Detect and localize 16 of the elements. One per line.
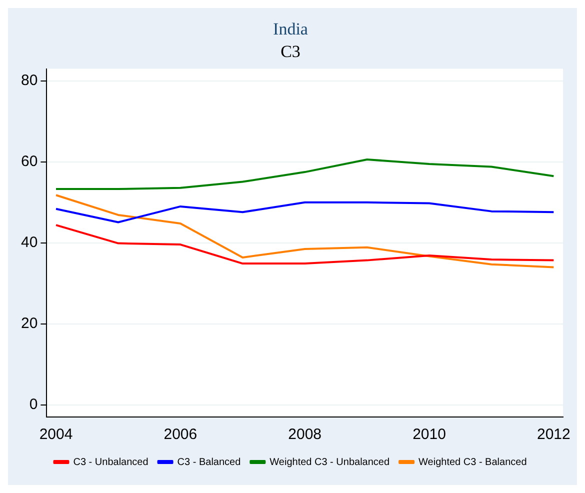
y-tick-label: 80 [20, 72, 38, 90]
legend-label: Weighted C3 - Balanced [418, 456, 527, 468]
y-tick-label: 40 [20, 234, 38, 252]
x-tick-label: 2008 [288, 426, 322, 444]
x-tick-label: 2010 [412, 426, 446, 444]
x-tick-label: 2012 [536, 426, 570, 444]
legend-label: C3 - Unbalanced [73, 456, 148, 468]
x-tick-label: 2004 [39, 426, 73, 444]
y-tick-label: 0 [29, 396, 38, 413]
x-tick-label: 2006 [164, 426, 198, 444]
legend-label: Weighted C3 - Unbalanced [270, 456, 390, 468]
y-tick-label: 20 [20, 315, 38, 332]
chart-subtitle: C3 [280, 42, 300, 62]
y-tick-label: 60 [20, 153, 38, 170]
chart-title: India [273, 20, 308, 39]
legend-label: C3 - Balanced [177, 456, 241, 468]
